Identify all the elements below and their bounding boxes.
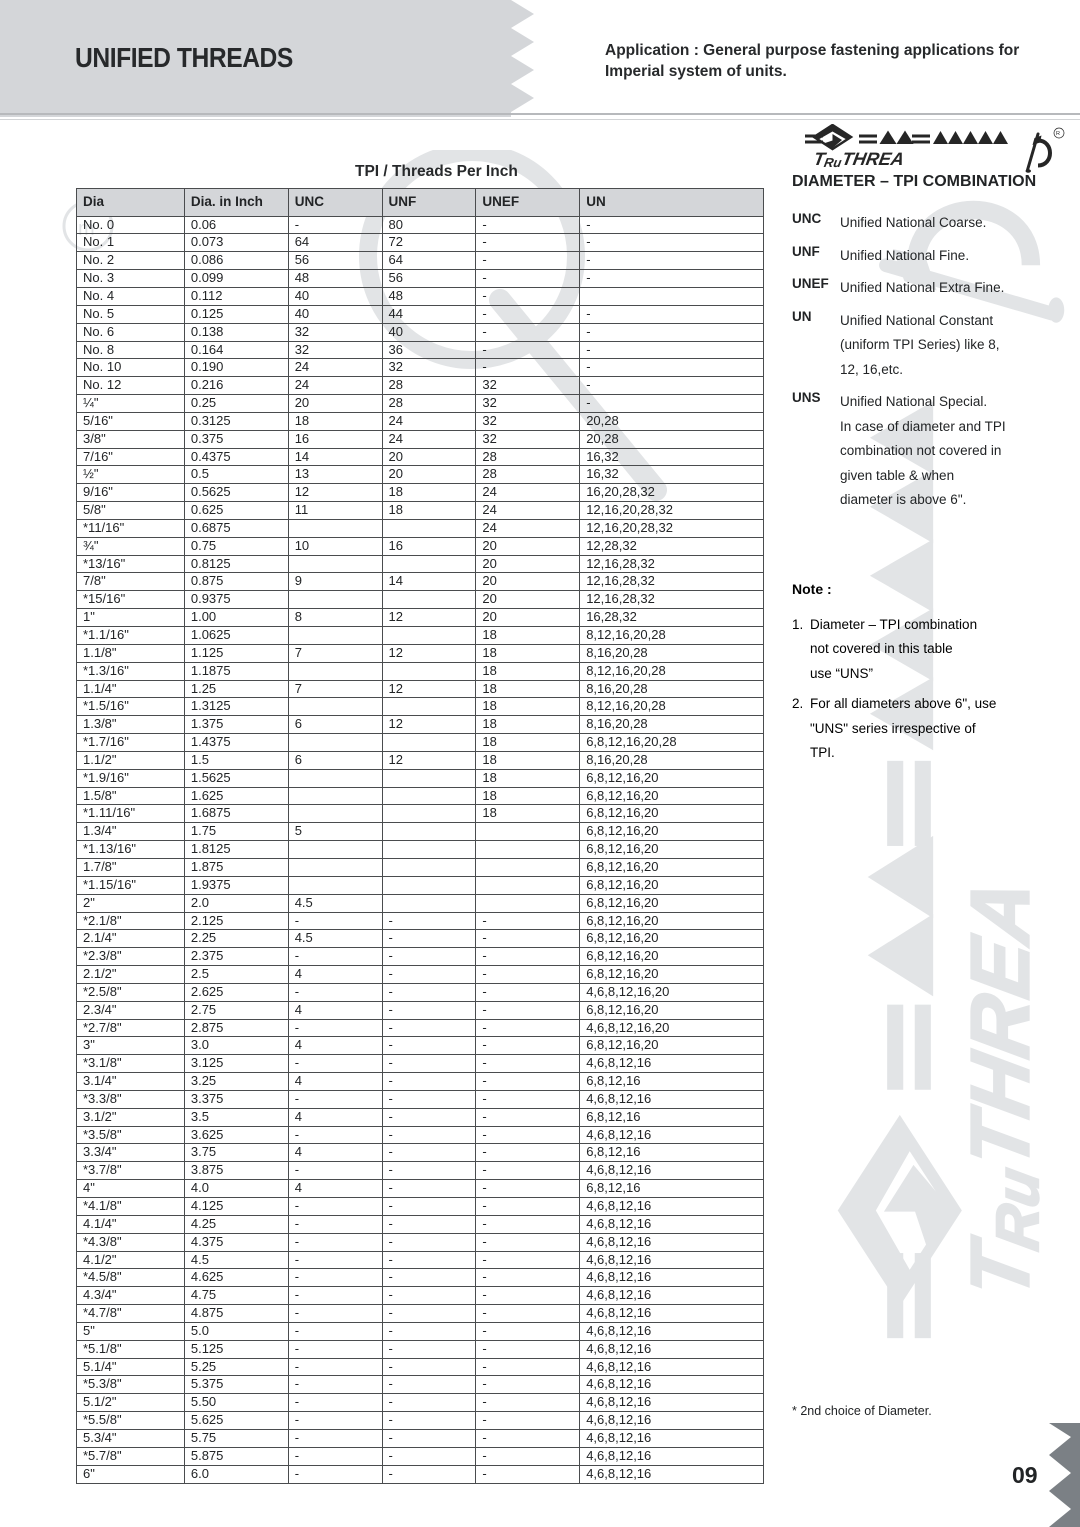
svg-text:TRuTHREA: TRuTHREA: [812, 149, 906, 170]
svg-text:TRuTHREA: TRuTHREA: [953, 872, 1051, 1305]
svg-text:R: R: [1056, 131, 1060, 137]
